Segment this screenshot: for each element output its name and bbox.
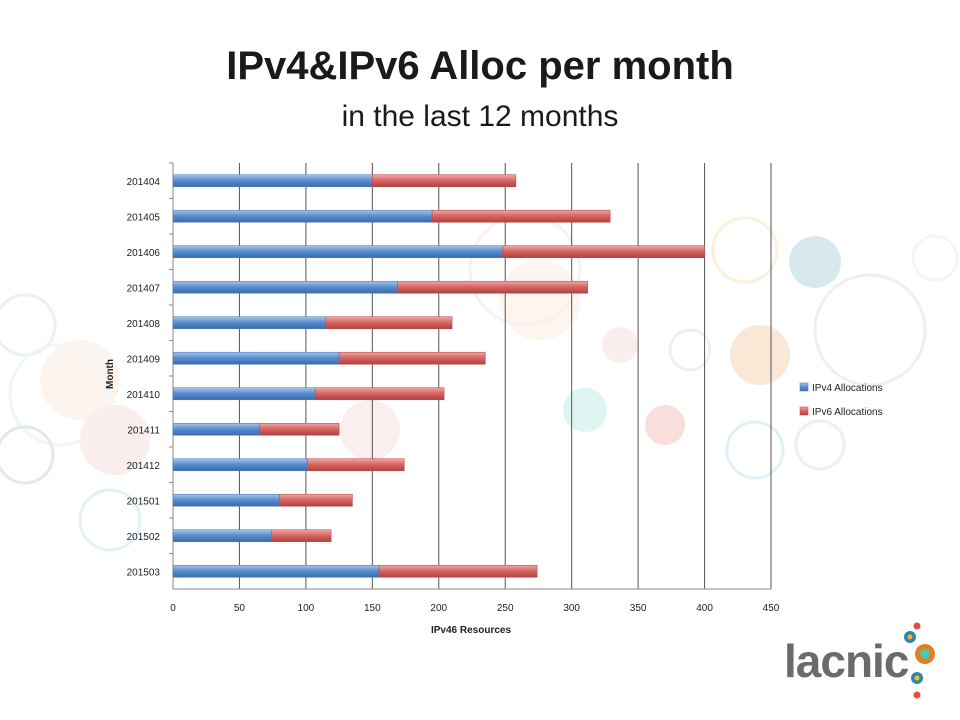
bar-ipv4 [172, 280, 398, 294]
y-axis-title: Month [105, 359, 116, 389]
x-tick-label: 100 [298, 603, 315, 614]
legend-label: IPv6 Allocations [812, 407, 883, 418]
x-tick-label: 300 [563, 603, 580, 614]
slide-subtitle: in the last 12 months [341, 100, 619, 133]
bar-ipv6 [502, 245, 705, 259]
y-tick-label: 201502 [127, 532, 161, 543]
y-tick-label: 201407 [127, 283, 161, 294]
x-tick-label: 450 [763, 603, 780, 614]
y-tick-label: 201503 [127, 567, 161, 578]
y-tick-label: 201412 [127, 461, 161, 472]
bar-ipv4 [172, 387, 316, 401]
slide-title: IPv4&IPv6 Alloc per month [226, 44, 734, 88]
bar-ipv6 [431, 209, 611, 223]
bar-ipv6 [314, 387, 445, 401]
legend-swatch [799, 406, 809, 416]
legend-label: IPv4 Allocations [812, 383, 883, 394]
bar-ipv4 [172, 245, 503, 259]
legend-swatch [799, 382, 809, 392]
x-axis-title: IPv46 Resources [431, 625, 511, 636]
bar-ipv6 [372, 174, 517, 188]
x-tick-label: 250 [497, 603, 514, 614]
bar-ipv4 [172, 458, 308, 472]
x-tick-label: 350 [630, 603, 647, 614]
y-tick-label: 201408 [127, 319, 161, 330]
y-tick-label: 201406 [127, 248, 161, 259]
logo-text: lacnic [784, 635, 909, 687]
bar-ipv4 [172, 174, 373, 188]
y-tick-label: 201411 [127, 425, 160, 436]
bar-ipv4 [172, 564, 380, 578]
x-tick-label: 0 [170, 603, 176, 614]
bar-ipv6 [279, 493, 353, 507]
x-tick-label: 400 [696, 603, 713, 614]
bar-ipv4 [172, 493, 280, 507]
y-tick-label: 201404 [127, 177, 161, 188]
y-tick-label: 201410 [127, 390, 161, 401]
bar-ipv6 [325, 316, 453, 330]
x-tick-label: 150 [364, 603, 381, 614]
y-tick-label: 201501 [127, 496, 161, 507]
bar-ipv4 [172, 209, 433, 223]
bar-ipv6 [378, 564, 538, 578]
bar-ipv6 [259, 422, 340, 436]
x-tick-label: 200 [430, 603, 447, 614]
y-tick-label: 201409 [127, 354, 161, 365]
bar-ipv6 [306, 458, 405, 472]
x-tick-label: 50 [234, 603, 246, 614]
bar-ipv6 [338, 351, 486, 365]
bar-ipv4 [172, 351, 340, 365]
lacnic-logo: lacnic [780, 620, 950, 710]
bar-ipv4 [172, 422, 260, 436]
bar-ipv6 [397, 280, 588, 294]
y-tick-label: 201405 [127, 212, 161, 223]
bar-ipv4 [172, 316, 327, 330]
bar-ipv4 [172, 529, 272, 543]
bar-ipv6 [271, 529, 332, 543]
logo-dots-icon [904, 622, 935, 699]
